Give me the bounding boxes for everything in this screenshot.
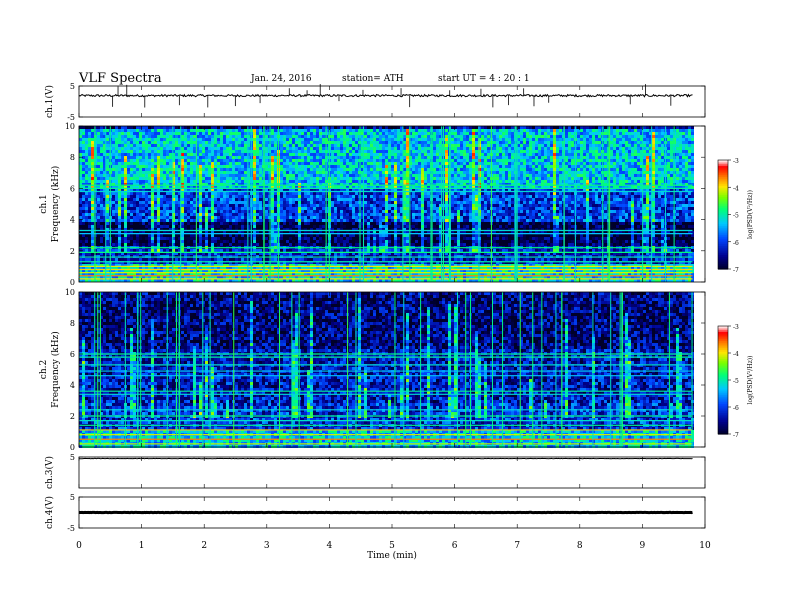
ch1-waveform-trace <box>79 95 693 97</box>
xaxis-ticklabel-1: 1 <box>139 541 145 551</box>
ch1-waveform-frame <box>79 86 705 117</box>
ch1-waveform-yticklabel-0: -5 <box>67 113 75 122</box>
ch2-spectrogram-colorbar <box>718 326 731 435</box>
ch1-spectrogram-ylabel-1: ch.1 <box>39 194 49 213</box>
ch1-spectrogram-yticklabel-5: 10 <box>65 122 75 131</box>
ch3-waveform-ylabel: ch.3(V) <box>44 456 55 489</box>
ch2-spectrogram-yticklabel-0: 0 <box>70 443 75 452</box>
ch2-spectrogram-yticklabel-1: 2 <box>70 412 75 421</box>
ch2-spectrogram-colorbar-ticklabel-1: -4 <box>733 351 739 358</box>
ch3-waveform-yticklabel-0: 5 <box>70 453 75 462</box>
xaxis-ticklabel-2: 2 <box>201 541 207 551</box>
xaxis-ticklabel-3: 3 <box>264 541 270 551</box>
ch2-spectrogram-colorbar-label: log(PSD(V²/Hz)) <box>747 356 754 405</box>
ch2-spectrogram-colorbar-ticklabel-2: -5 <box>733 378 739 385</box>
ch1-spectrogram-image <box>79 126 694 282</box>
ch1-spectrogram-yticklabel-0: 0 <box>70 278 75 287</box>
ch2-spectrogram-yticklabel-3: 6 <box>70 350 75 359</box>
ch1-waveform-yticklabel-1: 5 <box>70 82 75 91</box>
ch1-spectrogram-colorbar-ticklabel-1: -4 <box>733 185 739 192</box>
ch4-waveform-yticklabel-0: -5 <box>67 524 75 533</box>
xaxis-ticklabel-8: 8 <box>577 541 583 551</box>
ch1-waveform-ylabel: ch.1(V) <box>44 85 55 118</box>
ch4-waveform-panel <box>79 497 705 528</box>
ch2-spectrogram-colorbar-ticklabel-0: -3 <box>733 324 739 331</box>
ch1-spectrogram-colorbar-ticklabel-2: -5 <box>733 213 739 220</box>
ch2-spectrogram-panel <box>79 292 731 448</box>
ch2-spectrogram-ylabel-2: Frequency (kHz) <box>50 331 61 408</box>
xaxis-ticklabel-7: 7 <box>514 541 520 551</box>
ch2-spectrogram-yticklabel-2: 4 <box>70 381 75 390</box>
ch4-waveform-ylabel: ch.4(V) <box>44 496 55 529</box>
ch1-spectrogram-yticklabel-1: 2 <box>70 247 75 256</box>
ch1-spectrogram-yticklabel-4: 8 <box>70 153 75 162</box>
xaxis-ticklabel-6: 6 <box>452 541 458 551</box>
ch1-spectrogram-colorbar <box>718 160 731 270</box>
ch1-spectrogram-ylabel-2: Frequency (kHz) <box>50 166 61 243</box>
ch2-spectrogram-yticklabel-5: 10 <box>65 288 75 297</box>
xaxis-label: Time (min) <box>367 550 417 561</box>
xaxis-ticklabel-5: 5 <box>389 541 395 551</box>
ch2-spectrogram-colorbar-ticklabel-4: -7 <box>733 432 739 439</box>
xaxis-ticklabel-0: 0 <box>76 541 82 551</box>
ch2-spectrogram-yticklabel-4: 8 <box>70 319 75 328</box>
ch2-spectrogram-image <box>79 292 694 448</box>
ch1-waveform-panel <box>79 84 705 117</box>
ch3-waveform-frame <box>79 457 705 488</box>
ch3-waveform-panel <box>79 457 705 488</box>
ch1-spectrogram-colorbar-label: log(PSD(V²/Hz)) <box>747 190 754 239</box>
ch1-spectrogram-yticklabel-2: 4 <box>70 216 75 225</box>
xaxis-ticklabel-10: 10 <box>699 541 711 551</box>
xaxis-ticklabel-4: 4 <box>327 541 333 551</box>
ch1-spectrogram-colorbar-ticklabel-0: -3 <box>733 158 739 165</box>
xaxis-ticklabel-9: 9 <box>640 541 646 551</box>
ch1-spectrogram-panel <box>79 126 731 282</box>
ch1-spectrogram-yticklabel-3: 6 <box>70 184 75 193</box>
ch4-waveform-yticklabel-1: 5 <box>70 493 75 502</box>
ch1-spectrogram-colorbar-ticklabel-4: -7 <box>733 267 739 274</box>
ch1-spectrogram-colorbar-ticklabel-3: -6 <box>733 240 739 247</box>
ch2-spectrogram-ylabel-1: ch.2 <box>39 360 49 379</box>
ch2-spectrogram-colorbar-ticklabel-3: -6 <box>733 405 739 412</box>
